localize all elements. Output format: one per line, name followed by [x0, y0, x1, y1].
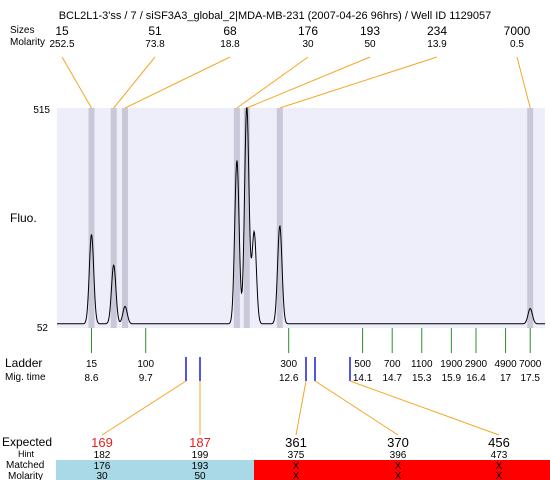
- expected-size: 169: [91, 435, 113, 450]
- hint-value: 199: [192, 450, 209, 461]
- peak-band: [276, 108, 283, 328]
- mig-time-label: Mig. time: [5, 372, 46, 383]
- ladder-size-label: 100: [137, 359, 154, 370]
- figure-title: BCL2L1-3'ss / 7 / siSF3A3_global_2|MDA-M…: [59, 10, 492, 22]
- expected-molarity-value: X: [293, 471, 300, 480]
- expected-leader-line: [101, 380, 187, 436]
- peak-leader-line: [246, 56, 371, 109]
- ladder-size-label: 700: [384, 359, 401, 370]
- matched-row-background: [56, 460, 254, 480]
- peak-band: [122, 108, 129, 328]
- ladder-markers: 15 8.6 100 9.7 300 12.6 500 14.1 700 14.7 1100 15.3…: [85, 328, 542, 384]
- expected-molarity-value: 30: [96, 471, 108, 480]
- ladder-label: Ladder: [5, 356, 42, 370]
- peak-band: [233, 108, 240, 328]
- peak-leader-line: [279, 56, 438, 109]
- peak-band: [88, 108, 95, 328]
- peak-band: [527, 108, 534, 328]
- ladder-time-label: 17: [500, 373, 512, 384]
- peak-size-label: 234: [427, 24, 447, 38]
- hint-value: 396: [390, 450, 407, 461]
- ladder-time-label: 14.7: [382, 373, 402, 384]
- peak-molarity-label: 18.8: [220, 39, 240, 50]
- expected-label: Expected: [2, 435, 52, 449]
- missing-row-background: [254, 460, 550, 480]
- ladder-time-label: 12.6: [279, 373, 299, 384]
- expected-size: 370: [387, 435, 409, 450]
- molarity-label: Molarity: [10, 37, 45, 48]
- matched-value: X: [496, 461, 503, 472]
- expected-columns: 1691821763018719919350361375XX370396XX45…: [91, 435, 510, 480]
- peak-molarity-label: 73.8: [145, 39, 165, 50]
- peak-size-label: 15: [55, 24, 69, 38]
- ladder-time-label: 9.7: [139, 373, 153, 384]
- peak-bands: [88, 108, 534, 328]
- y-tick-min: 52: [37, 323, 49, 334]
- peak-leader-line: [124, 56, 231, 109]
- peak-size-label: 51: [148, 24, 162, 38]
- ladder-size-label: 7000: [519, 359, 542, 370]
- sizes-label: Sizes: [10, 25, 34, 36]
- peak-band: [243, 108, 250, 328]
- ladder-size-label: 4900: [494, 359, 517, 370]
- matched-value: 193: [192, 461, 209, 472]
- ladder-time-label: 16.4: [466, 373, 486, 384]
- ladder-time-label: 17.5: [520, 373, 540, 384]
- expected-molarity-value: X: [496, 471, 503, 480]
- peak-size-label: 193: [360, 24, 380, 38]
- expected-leader-lines: [101, 357, 500, 436]
- ladder-size-label: 300: [280, 359, 297, 370]
- peak-leader-line: [113, 56, 156, 109]
- expected-leader-line: [349, 380, 500, 436]
- ladder-size-label: 15: [86, 359, 98, 370]
- ladder-time-label: 14.1: [353, 373, 373, 384]
- expected-leader-line: [295, 380, 307, 436]
- peak-molarity-label: 0.5: [510, 39, 524, 50]
- ladder-size-label: 1100: [411, 359, 433, 370]
- peak-molarity-label: 13.9: [427, 39, 447, 50]
- peak-leader-line: [61, 56, 92, 109]
- peak-size-label: 176: [298, 24, 318, 38]
- expected-size: 187: [189, 435, 211, 450]
- top-leader-lines: [61, 56, 531, 109]
- matched-value: X: [395, 461, 402, 472]
- expected-size: 456: [488, 435, 510, 450]
- hint-label: Hint: [18, 449, 35, 459]
- ladder-time-label: 15.9: [442, 373, 462, 384]
- peak-molarity-label: 252.5: [49, 39, 74, 50]
- peak-molarity-label: 50: [364, 39, 376, 50]
- ladder-size-label: 500: [354, 359, 371, 370]
- expected-molarity-label: Molarity: [8, 471, 43, 480]
- peak-leader-line: [516, 56, 531, 109]
- ladder-size-label: 2900: [465, 359, 488, 370]
- hint-value: 182: [94, 450, 111, 461]
- hint-value: 473: [491, 450, 508, 461]
- peak-size-label: 7000: [504, 24, 531, 38]
- plot-background: [57, 108, 545, 328]
- matched-label: Matched: [6, 460, 44, 471]
- peak-leader-line: [236, 56, 309, 109]
- expected-size: 361: [285, 435, 307, 450]
- fluorescence-trace: [57, 107, 545, 325]
- ladder-time-label: 8.6: [85, 373, 99, 384]
- matched-value: X: [293, 461, 300, 472]
- expected-leader-line: [314, 380, 399, 436]
- y-tick-max: 515: [33, 105, 50, 116]
- expected-molarity-value: X: [395, 471, 402, 480]
- expected-molarity-value: 50: [194, 471, 206, 480]
- matched-value: 176: [94, 461, 111, 472]
- peak-size-label: 68: [223, 24, 237, 38]
- ladder-size-label: 1900: [440, 359, 463, 370]
- hint-value: 375: [288, 450, 305, 461]
- ladder-time-label: 15.3: [412, 373, 432, 384]
- y-axis-label: Fluo.: [10, 211, 37, 225]
- peak-molarity-label: 30: [302, 39, 314, 50]
- peak-band: [110, 108, 117, 328]
